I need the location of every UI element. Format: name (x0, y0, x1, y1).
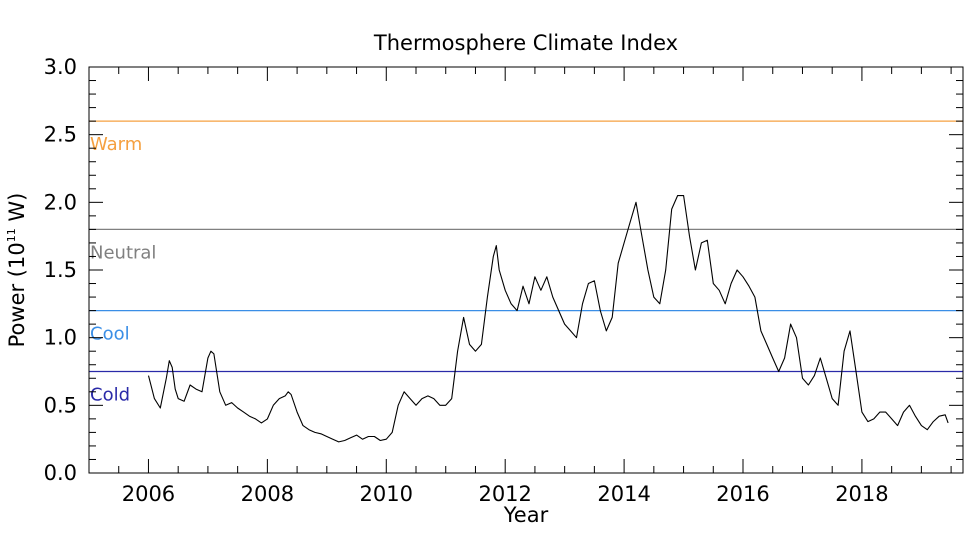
y-tick-label: 0.5 (44, 393, 77, 417)
x-axis-title: Year (503, 503, 549, 527)
series-layer (147, 195, 949, 443)
axes: 0.0 0.5 1.0 1.5 2.0 2.5 3.0 2006 2008 2010 2012 201… (44, 55, 964, 506)
ref-label-warm: Warm (90, 134, 142, 155)
y-tick-label: 3.0 (44, 55, 77, 79)
ref-label-neutral: Neutral (90, 242, 156, 263)
y-tick-label: 2.0 (44, 190, 77, 214)
y-axis-title-tail: W) (5, 193, 29, 229)
x-tick-label: 2006 (122, 482, 175, 506)
x-tick-label: 2010 (360, 482, 413, 506)
series-line-0 (147, 195, 949, 443)
x-tick-label: 2012 (478, 482, 531, 506)
y-tick-label: 0.0 (44, 461, 77, 485)
x-tick-label: 2008 (241, 482, 294, 506)
chart-title: Thermosphere Climate Index (373, 31, 678, 55)
y-tick-label: 1.5 (44, 258, 77, 282)
y-axis-title-main: Power (10 (5, 242, 29, 347)
x-tick-label: 2014 (597, 482, 650, 506)
y-tick-label: 1.0 (44, 326, 77, 350)
plot-frame (88, 66, 964, 474)
reference-lines: Warm Neutral Cool Cold (89, 120, 963, 406)
y-tick-label: 2.5 (44, 123, 77, 147)
ref-label-cold: Cold (90, 385, 130, 406)
x-tick-label: 2018 (835, 482, 888, 506)
x-tick-label: 2016 (716, 482, 769, 506)
ref-label-cool: Cool (90, 324, 130, 345)
y-axis-title-exponent: 11 (5, 228, 18, 242)
y-axis-title: Power (1011 W) (5, 193, 29, 348)
